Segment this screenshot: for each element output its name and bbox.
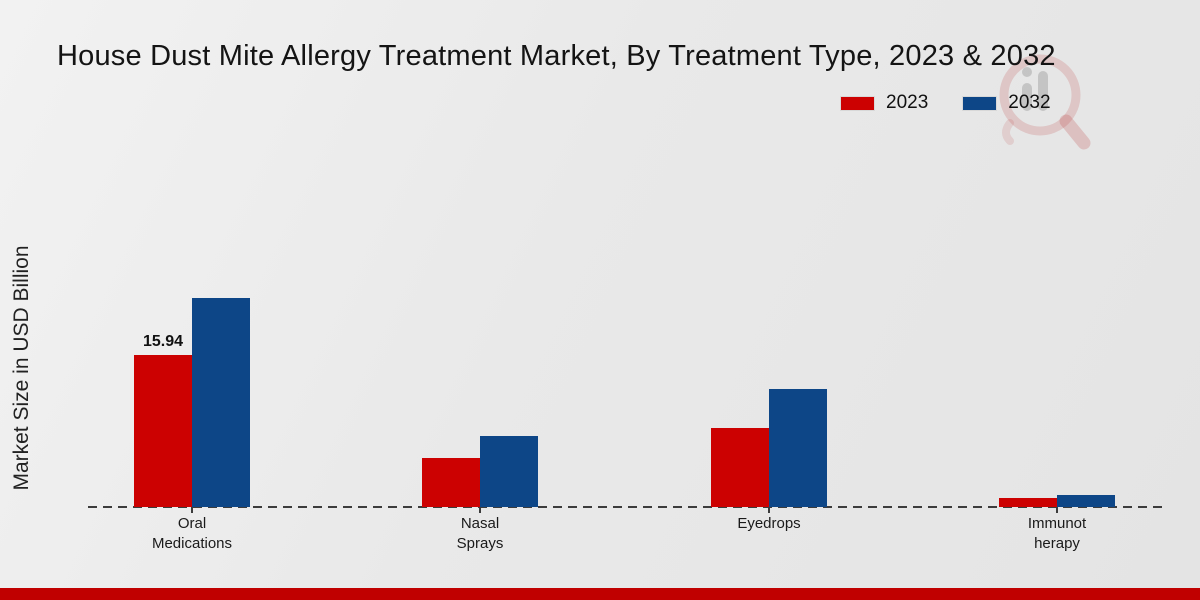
bar-2032-oral-medications: [192, 298, 250, 507]
x-axis-tick: [1056, 507, 1058, 513]
bar-2032-eyedrops: [769, 389, 827, 507]
x-axis-category-label: Nasal Sprays: [456, 515, 504, 552]
legend-swatch-icon: [840, 95, 875, 111]
bar-value-label: 15.94: [142, 333, 184, 350]
x-axis-tick: [768, 507, 770, 513]
bar-2023-eyedrops: [711, 428, 769, 507]
bar-2032-immunotherapy: [1057, 495, 1115, 507]
chart-title: House Dust Mite Allergy Treatment Market…: [57, 40, 1056, 72]
legend-item-2032: 2032: [962, 92, 1051, 114]
legend-label: 2032: [1008, 92, 1051, 113]
x-axis-baseline: [88, 506, 1165, 508]
x-axis-category-label: Immunot herapy: [1027, 515, 1087, 552]
x-axis-category-label: Oral Medications: [151, 515, 233, 552]
legend: 2023 2032: [840, 92, 1051, 114]
x-axis-tick: [191, 507, 193, 513]
bar-2023-immunotherapy: [999, 498, 1057, 507]
x-axis-category-label: Eyedrops: [737, 515, 801, 532]
bar-2023-oral-medications: [134, 355, 192, 507]
x-axis-tick: [479, 507, 481, 513]
legend-label: 2023: [886, 92, 929, 113]
legend-item-2023: 2023: [840, 92, 928, 114]
watermark-logo-icon: [999, 54, 1091, 150]
bar-2032-nasal-sprays: [480, 436, 538, 507]
bar-2023-nasal-sprays: [422, 458, 480, 507]
legend-swatch-icon: [962, 95, 998, 111]
footer-accent-bar: [0, 588, 1200, 600]
